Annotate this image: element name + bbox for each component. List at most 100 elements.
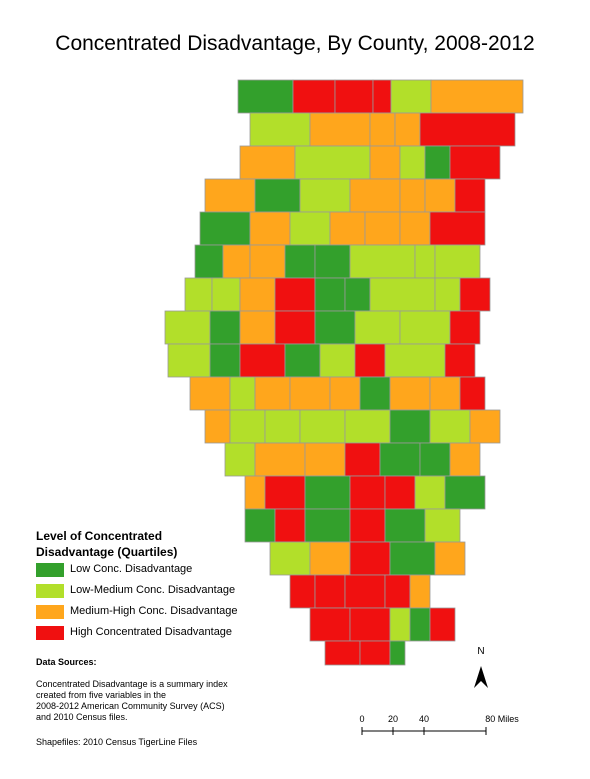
county — [199, 211, 251, 246]
sources-line: and 2010 Census files. — [36, 712, 128, 722]
county — [344, 409, 391, 444]
county — [309, 541, 351, 576]
county — [204, 178, 256, 213]
county — [419, 442, 451, 477]
county — [254, 442, 306, 477]
county — [334, 79, 374, 114]
county — [419, 112, 516, 147]
county — [359, 640, 391, 666]
county — [314, 574, 346, 609]
county — [449, 442, 481, 477]
county — [344, 574, 386, 609]
county — [314, 310, 356, 345]
county — [389, 409, 431, 444]
county — [239, 343, 286, 378]
county — [390, 79, 432, 114]
scale-label: 40 — [419, 714, 429, 724]
sources-line: 2008-2012 American Community Survey (ACS… — [36, 701, 225, 711]
county — [384, 508, 426, 543]
county — [424, 178, 456, 213]
county — [329, 211, 366, 246]
county — [284, 343, 321, 378]
county — [299, 409, 346, 444]
county — [369, 145, 401, 180]
county — [274, 277, 316, 312]
county — [344, 277, 371, 312]
county — [379, 442, 421, 477]
legend-swatch — [36, 563, 64, 577]
county — [354, 310, 401, 345]
county — [284, 244, 316, 279]
sources-text: Concentrated Disadvantage is a summary i… — [36, 679, 228, 723]
scale-label: 80 Miles — [485, 714, 519, 724]
county — [389, 376, 431, 411]
county — [429, 211, 486, 246]
county — [444, 343, 476, 378]
county — [249, 112, 311, 147]
county — [434, 277, 461, 312]
county — [449, 310, 481, 345]
county — [189, 376, 231, 411]
north-arrow: N — [474, 646, 488, 688]
county — [269, 541, 311, 576]
county — [434, 541, 466, 576]
county — [394, 112, 421, 147]
county — [222, 244, 251, 279]
county — [244, 475, 266, 510]
county — [304, 475, 351, 510]
county — [399, 211, 431, 246]
county — [399, 178, 426, 213]
county — [434, 244, 481, 279]
county — [314, 244, 351, 279]
county — [239, 310, 276, 345]
legend-swatch — [36, 584, 64, 598]
county — [389, 607, 411, 642]
county — [167, 343, 211, 378]
county — [429, 607, 456, 642]
county — [349, 178, 401, 213]
scale-labels: 0 20 40 80 Miles — [359, 714, 519, 735]
county — [424, 145, 451, 180]
county — [469, 409, 501, 444]
north-arrow-head — [474, 666, 488, 688]
county — [349, 607, 391, 642]
county — [229, 376, 256, 411]
county — [194, 244, 224, 279]
county — [369, 277, 436, 312]
county — [239, 145, 296, 180]
title: Concentrated Disadvantage, By County, 20… — [55, 32, 535, 55]
scale-label: 20 — [388, 714, 398, 724]
county — [289, 376, 331, 411]
county — [409, 574, 431, 609]
county — [354, 343, 386, 378]
county — [254, 376, 291, 411]
county — [399, 310, 451, 345]
county — [254, 178, 301, 213]
county — [424, 508, 461, 543]
county — [249, 244, 286, 279]
county — [364, 211, 401, 246]
county — [329, 376, 361, 411]
county — [229, 409, 266, 444]
county — [344, 442, 381, 477]
county — [309, 112, 371, 147]
scale-label: 0 — [359, 714, 364, 724]
county — [211, 277, 241, 312]
county — [324, 640, 361, 666]
county — [289, 574, 316, 609]
county — [384, 475, 416, 510]
county — [224, 442, 256, 477]
north-label: N — [477, 646, 484, 657]
legend-label: Low Conc. Disadvantage — [70, 563, 193, 575]
legend-swatch — [36, 605, 64, 619]
county — [264, 475, 306, 510]
sources-heading: Data Sources: — [36, 657, 97, 667]
shapefiles: Shapefiles: 2010 Census TigerLine Files — [36, 737, 198, 747]
counties — [164, 79, 524, 666]
legend-title: Level of Concentrated Disadvantage (Quar… — [36, 529, 178, 559]
county — [389, 640, 406, 666]
county — [204, 409, 231, 444]
county — [459, 277, 491, 312]
legend-label: Low-Medium Conc. Disadvantage — [70, 584, 236, 596]
